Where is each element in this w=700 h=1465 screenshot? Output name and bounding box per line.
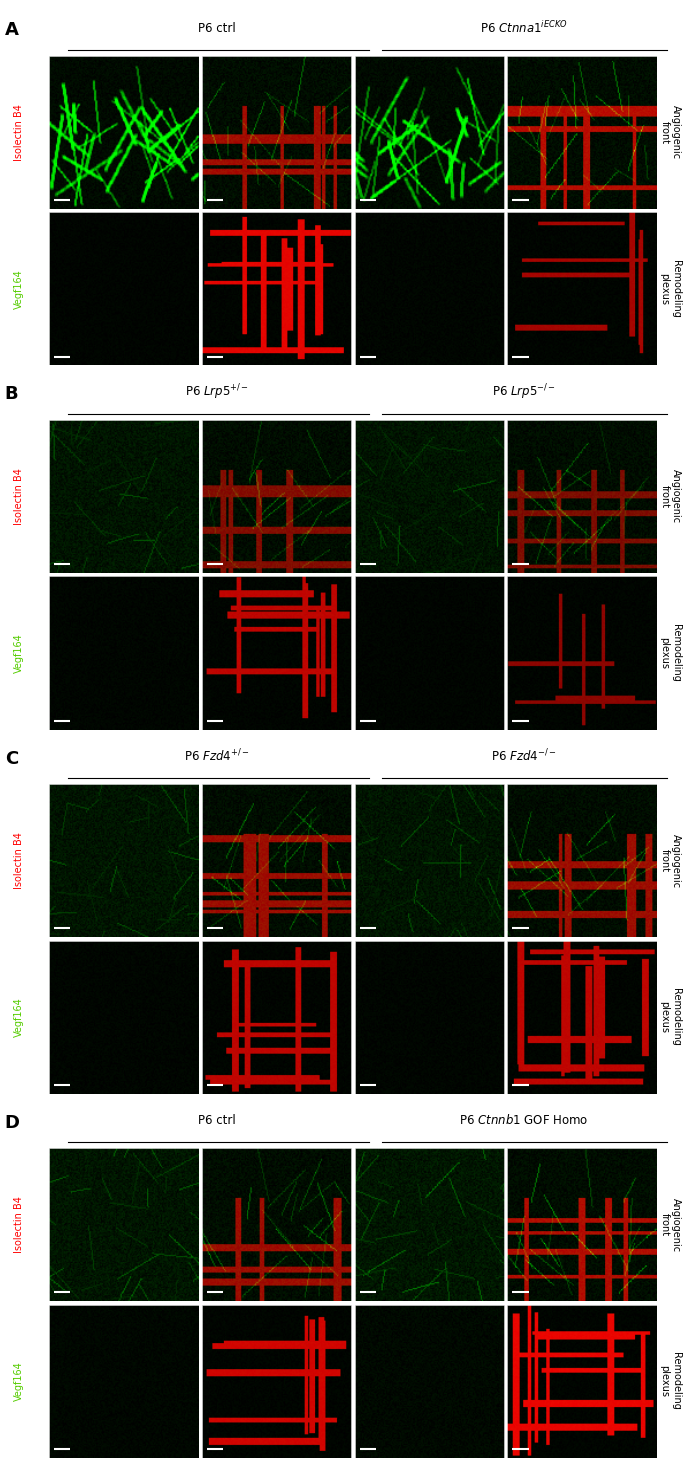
Text: P6 $Ctnna1^{iECKO}$: P6 $Ctnna1^{iECKO}$ <box>480 21 568 37</box>
Text: Isolectin B4: Isolectin B4 <box>14 1197 24 1253</box>
Text: B: B <box>5 385 18 403</box>
Text: Remodeling
plexus: Remodeling plexus <box>659 987 681 1046</box>
Text: Vegf164: Vegf164 <box>14 998 24 1037</box>
Text: P6 $Ctnnb1$ GOF Homo: P6 $Ctnnb1$ GOF Homo <box>459 1113 589 1128</box>
Text: Remodeling
plexus: Remodeling plexus <box>659 259 681 318</box>
Text: Vegf164: Vegf164 <box>14 1361 24 1401</box>
Text: P6 $Lrp5^{-/-}$: P6 $Lrp5^{-/-}$ <box>492 382 556 401</box>
Text: Remodeling
plexus: Remodeling plexus <box>659 624 681 681</box>
Text: A: A <box>5 22 18 40</box>
Text: Vegf164: Vegf164 <box>14 270 24 309</box>
Text: Angiogenic
front: Angiogenic front <box>659 1198 681 1251</box>
Text: P6 ctrl: P6 ctrl <box>198 22 236 35</box>
Text: Vegf164: Vegf164 <box>14 633 24 672</box>
Text: Isolectin B4: Isolectin B4 <box>14 469 24 524</box>
Text: P6 $Fzd4^{-/-}$: P6 $Fzd4^{-/-}$ <box>491 749 557 765</box>
Text: Angiogenic
front: Angiogenic front <box>659 834 681 888</box>
Text: Remodeling
plexus: Remodeling plexus <box>659 1352 681 1411</box>
Text: P6 $Fzd4^{+/-}$: P6 $Fzd4^{+/-}$ <box>184 749 250 765</box>
Text: Angiogenic
front: Angiogenic front <box>659 469 681 523</box>
Text: Isolectin B4: Isolectin B4 <box>14 832 24 889</box>
Text: P6 $Lrp5^{+/-}$: P6 $Lrp5^{+/-}$ <box>185 382 249 401</box>
Text: D: D <box>5 1113 20 1131</box>
Text: Angiogenic
front: Angiogenic front <box>659 105 681 160</box>
Text: Isolectin B4: Isolectin B4 <box>14 104 24 161</box>
Text: P6 ctrl: P6 ctrl <box>198 1113 236 1127</box>
Text: C: C <box>5 750 18 768</box>
